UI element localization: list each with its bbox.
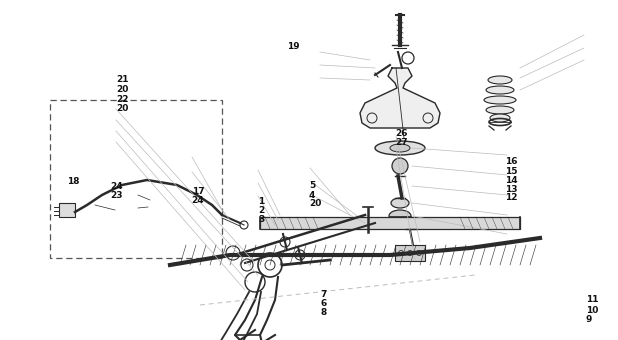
Text: 8: 8 [320, 308, 326, 317]
Bar [395, 245, 425, 261]
Text: 14: 14 [506, 176, 518, 185]
Ellipse shape [484, 96, 516, 104]
Text: 16: 16 [506, 157, 518, 166]
Ellipse shape [486, 86, 514, 94]
Bar [59, 203, 75, 217]
Text: 6: 6 [320, 299, 326, 308]
Text: 12: 12 [506, 193, 518, 202]
Text: 26: 26 [396, 129, 408, 138]
Text: 22: 22 [116, 95, 129, 104]
Text: 3: 3 [258, 215, 265, 224]
Text: 20: 20 [116, 104, 129, 113]
Text: 19: 19 [287, 42, 300, 51]
Text: 13: 13 [506, 185, 518, 194]
Bar [50, 100, 222, 258]
Text: 11: 11 [586, 295, 598, 304]
Polygon shape [360, 68, 440, 128]
Text: 17: 17 [192, 187, 204, 196]
Ellipse shape [391, 198, 409, 208]
Ellipse shape [486, 106, 514, 114]
Text: 27: 27 [396, 138, 408, 147]
Text: 10: 10 [586, 306, 598, 315]
Text: 4: 4 [309, 191, 315, 200]
Text: 2: 2 [258, 206, 265, 215]
Text: 23: 23 [110, 191, 122, 200]
Ellipse shape [488, 76, 512, 84]
Ellipse shape [389, 210, 411, 222]
Bar [260, 217, 520, 229]
Text: 9: 9 [586, 315, 592, 324]
Text: 20: 20 [116, 85, 129, 94]
Text: 5: 5 [309, 182, 315, 190]
Text: 24: 24 [110, 182, 122, 191]
Text: 24: 24 [192, 196, 204, 205]
Text: 21: 21 [116, 75, 129, 84]
Ellipse shape [490, 114, 510, 122]
Text: 18: 18 [67, 177, 79, 186]
Text: 1: 1 [258, 197, 265, 206]
Text: 15: 15 [506, 167, 518, 175]
Text: 7: 7 [320, 290, 326, 299]
Ellipse shape [390, 144, 410, 152]
Ellipse shape [375, 141, 425, 155]
Ellipse shape [392, 158, 408, 174]
Text: 20: 20 [309, 200, 321, 208]
